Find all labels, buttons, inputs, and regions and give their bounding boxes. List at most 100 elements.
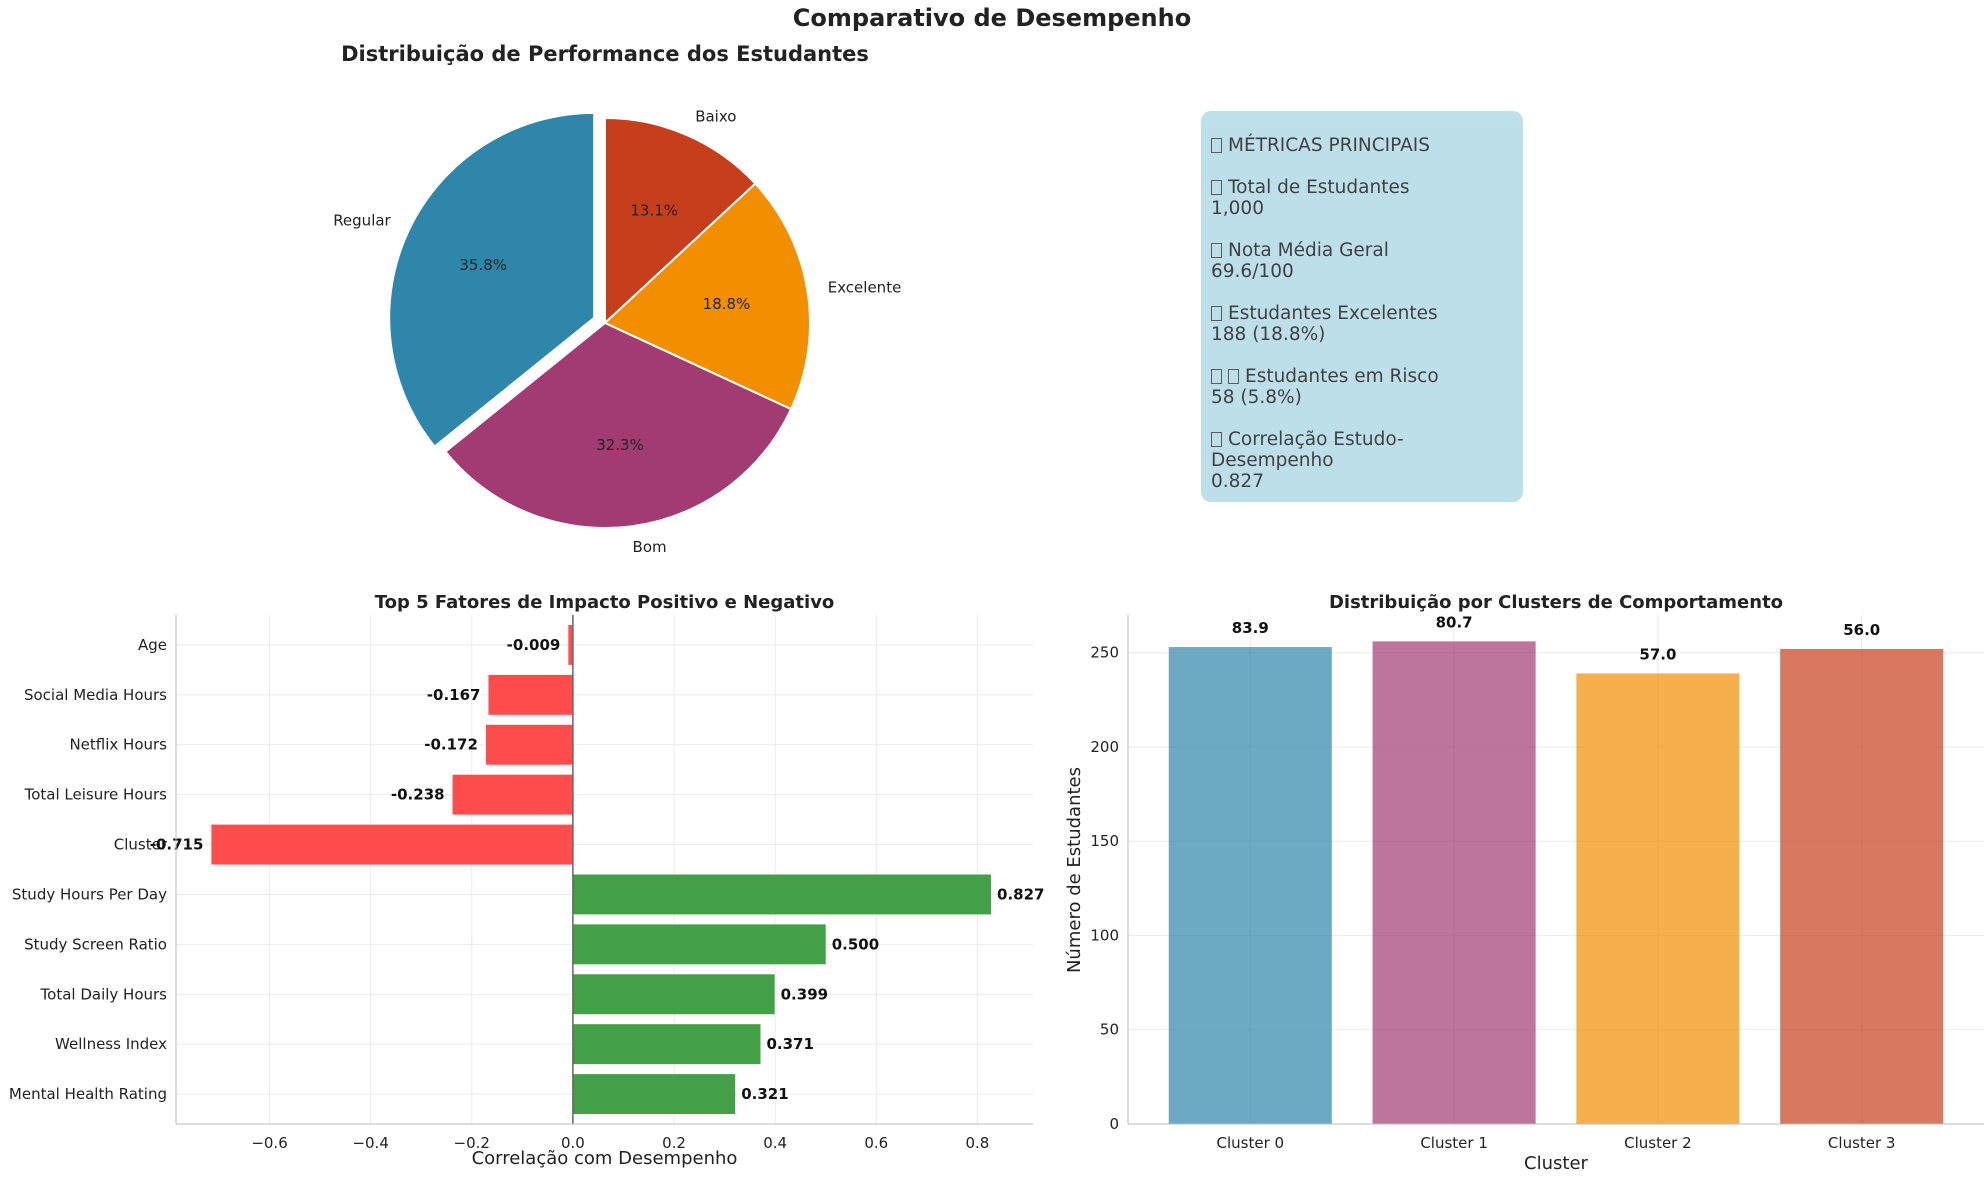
y-tick-label: Total Daily Hours	[40, 985, 168, 1003]
bar-value-label: 56.0	[1843, 621, 1880, 639]
metric-value: 0.827	[1211, 471, 1264, 492]
bar-value-label: -0.238	[391, 786, 445, 804]
y-tick-label: 50	[1100, 1021, 1119, 1039]
y-tick-label: Total Leisure Hours	[24, 786, 168, 804]
metrics-title-row: MÉTRICAS PRINCIPAIS	[1211, 135, 1513, 156]
y-tick-label: Social Media Hours	[24, 686, 167, 704]
metric-excellent-students: Estudantes Excelentes 188 (18.8%)	[1211, 303, 1513, 345]
metric-study-correlation: Correlação Estudo-Desempenho 0.827	[1211, 429, 1513, 492]
x-tick-label: 0.0	[561, 1134, 585, 1152]
pie-slice-excelente	[603, 182, 811, 411]
x-axis-label: Correlação com Desempenho	[472, 1148, 738, 1169]
pie-slice-baixo	[604, 116, 757, 326]
metric-value: 58 (5.8%)	[1211, 387, 1302, 408]
bar-value-label: 83.9	[1232, 619, 1269, 637]
x-tick-label: 0.2	[662, 1134, 686, 1152]
correlation-bar-chart: Top 5 Fatores de Impacto Positivo e Nega…	[9, 592, 1045, 1169]
pie-percent-label: 18.8%	[703, 295, 751, 313]
pie-percent-label: 32.3%	[596, 436, 644, 454]
y-tick-label: Study Hours Per Day	[12, 885, 167, 903]
metric-value: 1,000	[1211, 198, 1264, 219]
cluster-bar	[1576, 673, 1740, 1124]
chart-icon	[1211, 243, 1222, 258]
metric-total-students: Total de Estudantes 1,000	[1211, 177, 1513, 219]
bar-value-label: 0.827	[997, 885, 1044, 903]
y-tick-label: Age	[138, 636, 167, 654]
y-tick-label: 150	[1090, 832, 1119, 850]
x-tick-label: −0.6	[251, 1134, 287, 1152]
metric-value: 188 (18.8%)	[1211, 324, 1326, 345]
figure-suptitle: Comparativo de Desempenho	[792, 4, 1192, 32]
metric-label: Correlação Estudo-Desempenho	[1211, 429, 1404, 471]
x-tick-label: 0.8	[965, 1134, 989, 1152]
metric-at-risk-students: Estudantes em Risco 58 (5.8%)	[1211, 366, 1513, 408]
warning-icon	[1211, 369, 1222, 384]
y-tick-label: Mental Health Rating	[9, 1085, 167, 1103]
cluster-bar-chart: Distribuição por Clusters de Comportamen…	[1064, 592, 1984, 1174]
star-icon	[1211, 306, 1222, 321]
correlation-bar	[572, 974, 775, 1015]
pie-category-label: Regular	[333, 212, 391, 230]
metric-value: 69.6/100	[1211, 261, 1294, 282]
pie-category-label: Bom	[633, 538, 667, 556]
pie-percent-label: 35.8%	[459, 256, 507, 274]
metrics-title: MÉTRICAS PRINCIPAIS	[1228, 135, 1430, 156]
y-axis-label: Número de Estudantes	[1064, 767, 1085, 973]
pie-category-label: Baixo	[695, 107, 736, 125]
link-icon	[1211, 432, 1222, 447]
correlation-bar	[452, 774, 573, 815]
x-tick-label: Cluster 2	[1624, 1134, 1692, 1152]
correlation-bar	[568, 624, 573, 665]
pie-title: Distribuição de Performance dos Estudant…	[341, 42, 869, 66]
metric-label: Estudantes Excelentes	[1228, 303, 1438, 324]
bar-value-label: 57.0	[1639, 645, 1676, 663]
correlation-bar	[211, 824, 573, 865]
pie-slice-regular	[388, 111, 596, 448]
correlation-bar	[572, 874, 992, 915]
y-tick-label: 0	[1109, 1115, 1119, 1133]
cluster-chart-title: Distribuição por Clusters de Comportamen…	[1329, 592, 1783, 613]
bar-value-label: -0.167	[427, 686, 481, 704]
y-tick-label: 200	[1090, 738, 1119, 756]
metric-label: Total de Estudantes	[1228, 177, 1410, 198]
pie-slice-bom	[444, 321, 793, 529]
metric-label: Nota Média Geral	[1228, 240, 1389, 261]
metric-label: Estudantes em Risco	[1245, 366, 1439, 387]
pie-category-label: Excelente	[828, 279, 902, 297]
x-tick-label: 0.4	[763, 1134, 787, 1152]
cluster-bar	[1168, 647, 1332, 1124]
bar-value-label: 0.321	[741, 1085, 788, 1103]
people-icon	[1211, 180, 1222, 195]
chart-icon	[1211, 138, 1222, 153]
correlation-bar	[572, 1024, 761, 1065]
bar-chart-title: Top 5 Fatores de Impacto Positivo e Nega…	[375, 592, 835, 613]
y-tick-label: Wellness Index	[55, 1035, 167, 1053]
cluster-bar	[1372, 641, 1536, 1124]
bar-value-label: -0.009	[507, 636, 561, 654]
x-tick-label: −0.4	[352, 1134, 388, 1152]
x-tick-label: Cluster 1	[1420, 1134, 1488, 1152]
warning-icon	[1228, 369, 1239, 384]
x-tick-label: −0.2	[454, 1134, 490, 1152]
metric-average-grade: Nota Média Geral 69.6/100	[1211, 240, 1513, 282]
x-tick-label: Cluster 0	[1217, 1134, 1285, 1152]
bar-value-label: 0.371	[766, 1035, 813, 1053]
bar-value-label: -0.172	[424, 736, 478, 754]
bar-value-label: -0.715	[150, 836, 204, 854]
y-tick-label: Study Screen Ratio	[24, 935, 167, 953]
correlation-bar	[485, 724, 573, 765]
bar-value-label: 80.7	[1436, 613, 1473, 631]
y-tick-label: 100	[1090, 926, 1119, 944]
correlation-bar	[488, 674, 573, 715]
x-axis-label: Cluster	[1524, 1153, 1588, 1174]
pie-percent-label: 13.1%	[630, 201, 678, 219]
pie-chart: Distribuição de Performance dos Estudant…	[333, 42, 901, 556]
cluster-bar	[1780, 648, 1944, 1124]
y-tick-label: 250	[1090, 644, 1119, 662]
bar-value-label: 0.500	[832, 935, 879, 953]
x-tick-label: Cluster 3	[1828, 1134, 1896, 1152]
metrics-panel: MÉTRICAS PRINCIPAIS Total de Estudantes …	[1201, 111, 1523, 502]
correlation-bar	[572, 1074, 736, 1115]
correlation-bar	[572, 924, 826, 965]
